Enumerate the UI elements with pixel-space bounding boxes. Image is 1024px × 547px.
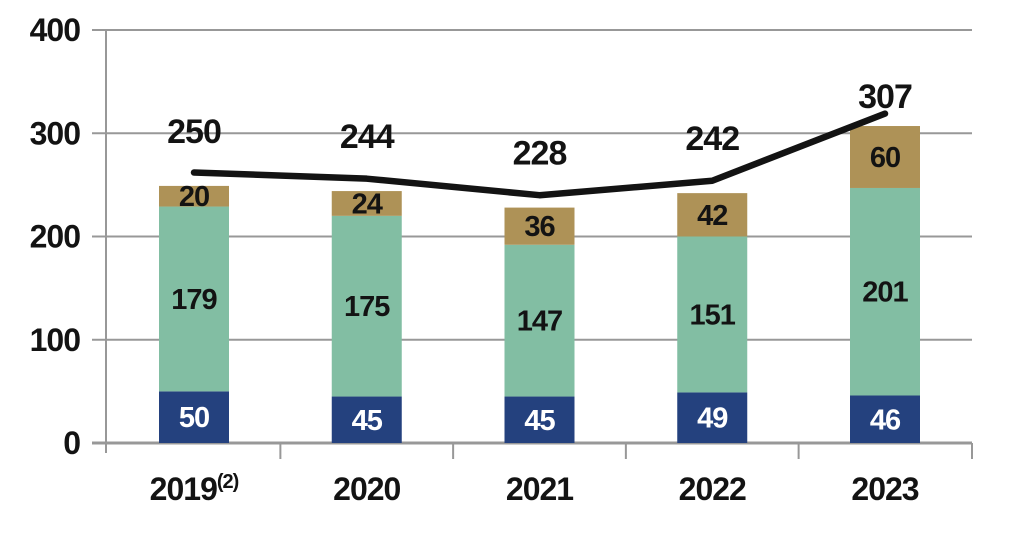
bar-2021-middle-segment-value-label: 147 [517,306,562,338]
y-axis-tick-label: 0 [63,425,80,461]
bar-2023-top-segment-value-label: 60 [870,142,900,174]
bar-2021-bottom-segment-value-label: 45 [524,405,555,437]
total-label-2020: 244 [340,118,395,156]
bar-2020-top-segment-value-label: 24 [352,188,383,220]
bar-2022-top-segment [677,193,748,237]
y-axis-tick-label: 300 [30,115,81,151]
x-axis-label-2021: 2021 [506,471,573,507]
bar-2019-middle-segment [159,206,229,392]
x-axis-label-text: 2019 [150,471,217,507]
bar-2020-middle-segment-value-label: 175 [344,291,390,323]
bar-2019-top-segment [159,185,229,207]
total-label-2019: 250 [167,113,221,151]
y-axis-tick-label: 200 [30,219,81,255]
bar-2020-bottom-segment-value-label: 45 [352,405,383,437]
bar-2023-bottom-segment [850,395,920,443]
bar-2023-bottom-segment-value-label: 46 [870,404,901,436]
bar-2022-top-segment-value-label: 42 [697,200,727,232]
bar-2022-bottom-segment-value-label: 49 [697,403,728,435]
x-axis-label-2023: 2023 [851,471,918,507]
bar-2020-middle-segment [331,215,402,397]
bar-2019-top-segment-value-label: 20 [179,181,209,213]
total-label-2021: 228 [513,135,567,173]
bar-2019-middle-segment-value-label: 179 [171,284,217,316]
bar-2022-bottom-segment [677,392,748,443]
x-axis-label-text: 2020 [333,471,400,507]
bar-2021-top-segment [504,207,575,245]
bar-2020-bottom-segment [331,396,402,443]
total-label-2022: 242 [685,120,739,158]
bar-2023-middle-segment-value-label: 201 [862,277,908,309]
x-axis-label-text: 2021 [506,471,573,507]
bar-2021-top-segment-value-label: 36 [524,211,555,243]
x-axis-label-text: 2023 [851,471,918,507]
bar-2023-middle-segment [850,187,920,396]
total-line [190,110,889,199]
bar-2023-top-segment [850,126,920,188]
bar-2019-bottom-segment [159,391,229,443]
y-axis-tick-label: 400 [30,12,81,48]
x-axis-label-2020: 2020 [333,471,400,507]
x-axis-label-text: 2022 [679,471,746,507]
bar-2020-top-segment [331,191,402,216]
x-axis-label-footnote: (2) [217,471,239,493]
bar-2022-middle-segment-value-label: 151 [690,299,736,331]
total-label-2023: 307 [858,78,912,116]
bar-2021-bottom-segment [504,396,575,443]
y-axis-tick-label: 100 [30,322,81,358]
bar-2021-middle-segment [504,244,575,397]
x-axis-label-2019: 2019(2) [150,471,239,507]
bar-2019-bottom-segment-value-label: 50 [179,402,209,434]
bar-2022-middle-segment [677,236,748,393]
x-axis-label-2022: 2022 [679,471,746,507]
